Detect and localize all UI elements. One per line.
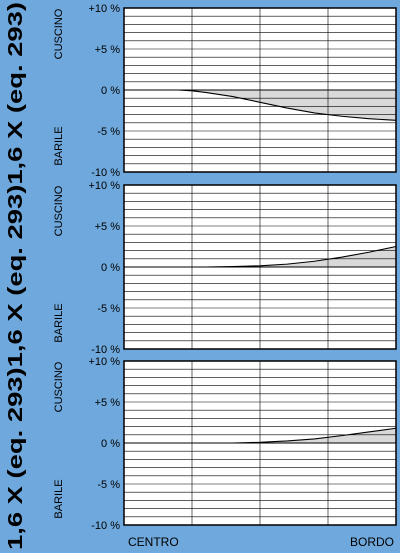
y-tick-label: +5 % [95,397,121,409]
x-tick-label: CENTRO [128,535,179,549]
barile-label: BARILE [53,126,65,165]
y-tick-label: +10 % [89,3,121,15]
barile-label: BARILE [53,479,65,518]
y-tick-label: 0 % [101,85,120,97]
y-tick-label: +10 % [89,180,121,192]
y-tick-label: 0 % [101,262,120,274]
chart-panel-2: +10 % +5 % 0 % -5 % -10 % CUSCINO BARILE [53,180,396,356]
chart-panel-3: +10 % +5 % 0 % -5 % -10 % CUSCINO BARILE CENTRO… [53,356,396,549]
y-tick-label: -5 % [97,479,120,491]
y-tick-label: -5 % [97,303,120,315]
cuscino-label: CUSCINO [53,185,65,236]
cuscino-label: CUSCINO [53,361,65,412]
y-tick-label: -10 % [91,167,120,179]
y-tick-label: -5 % [97,126,120,138]
y-tick-label: 0 % [101,438,120,450]
cuscino-label: CUSCINO [53,8,65,59]
y-tick-label: +5 % [95,44,121,56]
y-tick-label: -10 % [91,344,120,356]
chart-panel-1: +10 % +5 % 0 % -5 % -10 % CUSCINO BARILE [53,3,396,179]
sidebar-caption: 1,6 X (eq. 293)1,6 X (eq. 293)1,6 X (eq.… [5,2,27,550]
y-tick-label: +10 % [89,356,121,368]
y-tick-label: +5 % [95,221,121,233]
x-tick-label: BORDO [350,535,394,549]
barile-label: BARILE [53,303,65,342]
y-tick-label: -10 % [91,520,120,532]
